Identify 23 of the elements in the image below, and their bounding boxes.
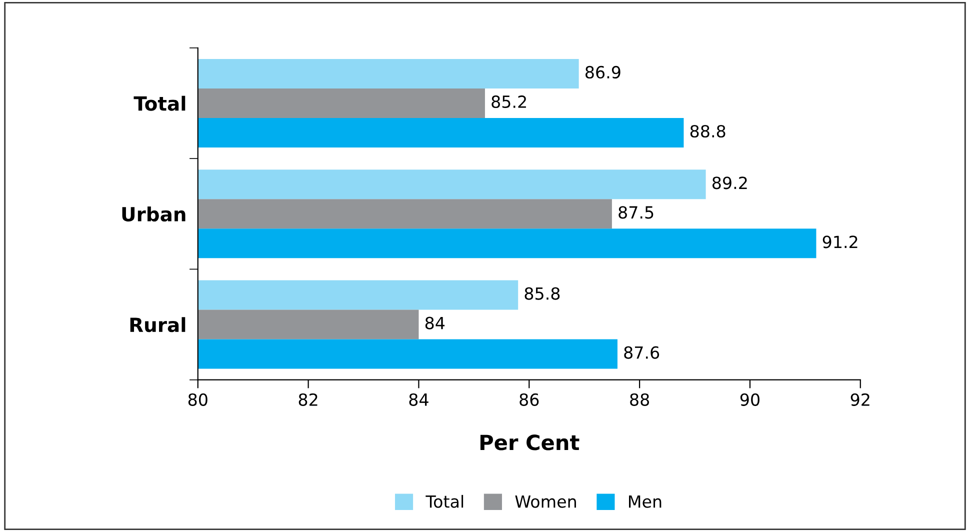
x-tick-label: 80 — [188, 393, 208, 406]
x-axis-title: Per Cent — [480, 434, 580, 450]
legend-label: Women — [515, 495, 576, 508]
y-tick-label: Rural — [130, 317, 186, 332]
x-tick-label: 82 — [298, 393, 318, 406]
legend-label: Total — [426, 494, 464, 508]
x-tick-label: 86 — [520, 393, 539, 406]
x-tick-label: 88 — [630, 393, 650, 406]
x-tick-label: 92 — [850, 393, 870, 406]
data-label: 84 — [425, 316, 445, 330]
data-label: 86.9 — [586, 66, 620, 79]
x-tick-label: 84 — [409, 393, 428, 406]
x-tick-label: 90 — [740, 393, 760, 406]
data-label: 85.2 — [492, 95, 526, 108]
data-label: 88.8 — [690, 124, 726, 138]
data-label: 87.5 — [618, 206, 654, 219]
data-label: 85.8 — [524, 287, 560, 300]
data-label: 91.2 — [822, 236, 858, 248]
data-label: 87.6 — [624, 346, 660, 359]
y-tick-label: Total — [134, 96, 186, 111]
legend-label: Men — [629, 495, 662, 508]
data-label: 89.2 — [712, 176, 747, 190]
y-tick-label: Urban — [122, 206, 186, 222]
